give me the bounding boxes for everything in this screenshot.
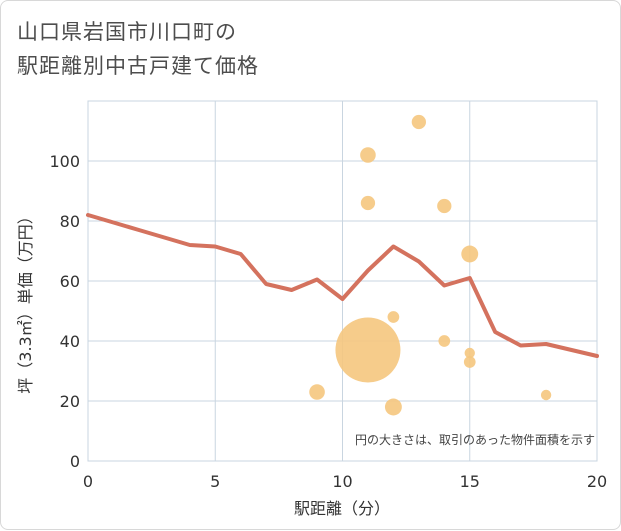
data-point [464, 347, 475, 359]
trend-line [86, 213, 599, 358]
data-point [387, 311, 400, 323]
y-tick-label: 20 [60, 392, 80, 411]
x-tick-label: 5 [210, 472, 220, 491]
data-point [360, 195, 376, 211]
x-tick-labels: 0 5 10 15 20 [83, 472, 607, 491]
y-tick-label: 0 [70, 452, 80, 471]
data-point [360, 147, 376, 163]
data-point [461, 245, 479, 263]
y-tick-label: 60 [60, 272, 80, 291]
data-point [384, 398, 402, 416]
x-axis-title: 駅距離（分） [294, 499, 390, 518]
x-tick-label: 0 [83, 472, 93, 491]
x-tick-label: 20 [587, 472, 607, 491]
data-points [309, 114, 552, 416]
x-tick-label: 15 [460, 472, 480, 491]
x-tick-label: 10 [332, 472, 352, 491]
y-tick-labels: 0 20 40 60 80 100 [49, 152, 80, 471]
data-point [309, 384, 325, 400]
data-point [411, 114, 426, 130]
size-note: 円の大きさは、取引のあった物件面積を示す [355, 432, 595, 447]
y-tick-label: 80 [60, 212, 80, 231]
y-tick-label: 100 [49, 152, 80, 171]
chart-title-line-2: 駅距離別中古戸建て価格 [17, 54, 259, 78]
chart-title: 山口県岩国市川口町の 駅距離別中古戸建て価格 [17, 15, 259, 83]
data-point [335, 317, 401, 383]
data-point [540, 389, 552, 401]
data-point [437, 198, 452, 214]
data-point [438, 335, 451, 347]
y-axis-title: 坪（3.3㎡）単価（万円） [16, 208, 35, 393]
chart-title-line-1: 山口県岩国市川口町の [17, 20, 237, 44]
y-tick-label: 40 [60, 332, 80, 351]
data-point [463, 356, 476, 368]
